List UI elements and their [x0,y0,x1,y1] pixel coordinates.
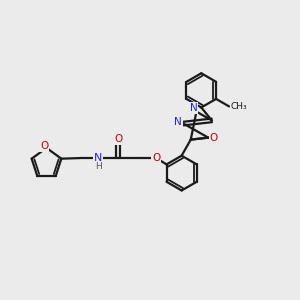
Text: H: H [95,162,102,171]
Text: N: N [175,117,182,127]
Text: O: O [152,153,160,163]
Text: N: N [94,153,102,163]
Text: O: O [40,141,48,152]
Text: CH₃: CH₃ [231,102,247,111]
Text: N: N [190,103,197,113]
Text: O: O [114,134,122,144]
Text: O: O [209,133,218,142]
